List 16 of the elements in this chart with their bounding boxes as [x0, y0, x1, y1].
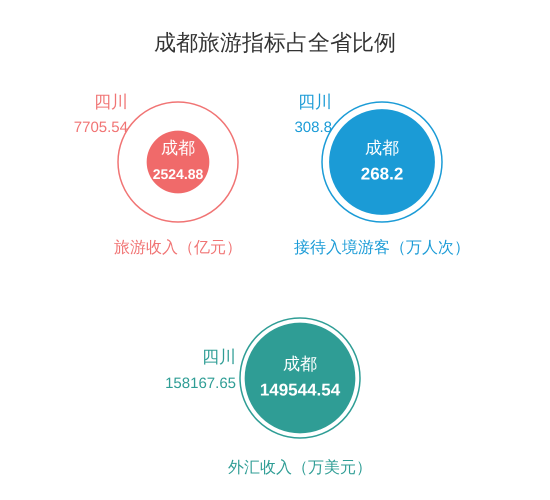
data-label: 158167.65 — [165, 375, 236, 392]
text: 成都旅游指标占全省比例 — [153, 29, 397, 57]
data-label: 2524.88 — [152, 166, 204, 182]
category-label: 成都 — [365, 138, 399, 158]
text: 外汇收入（万美元） — [228, 458, 372, 476]
data-label: 7705.54 — [74, 119, 128, 136]
text: 旅游收入（亿元） — [114, 238, 242, 256]
category-label: 四川 — [94, 92, 128, 112]
category-label: 成都 — [283, 354, 317, 374]
category-label: 成都 — [161, 138, 195, 158]
text: 接待入境游客（万人次） — [294, 238, 470, 256]
data-label: 308.8 — [294, 119, 332, 136]
category-label: 四川 — [202, 348, 236, 367]
data-label: 149544.54 — [260, 380, 341, 400]
category-label: 四川 — [298, 92, 332, 112]
data-label: 268.2 — [360, 164, 404, 184]
